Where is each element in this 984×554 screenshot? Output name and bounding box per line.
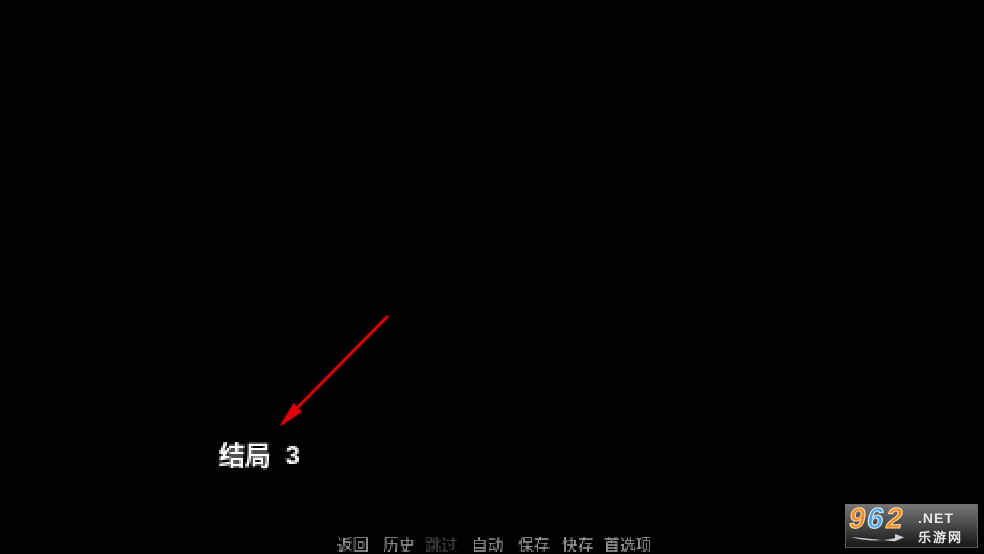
svg-text:.NET: .NET bbox=[918, 510, 954, 526]
svg-text:乐游网: 乐游网 bbox=[918, 530, 963, 545]
